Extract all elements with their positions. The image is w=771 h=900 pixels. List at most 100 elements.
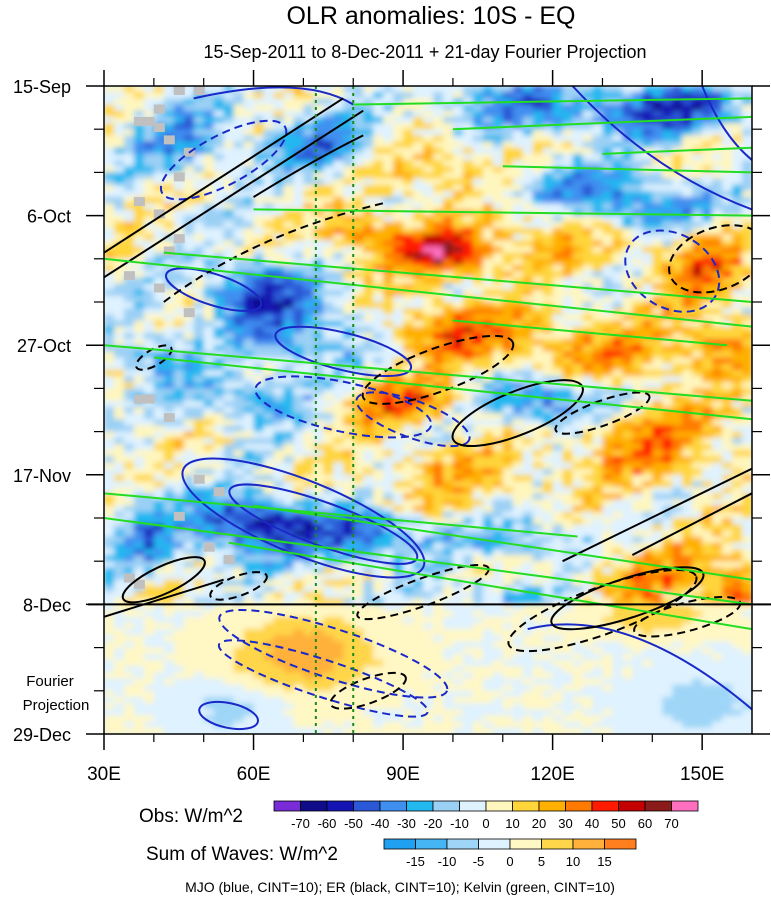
heat-cell: [742, 480, 752, 488]
heat-cell: [522, 314, 534, 322]
heat-cell: [173, 246, 185, 254]
heat-cell: [432, 110, 444, 118]
heat-cell: [423, 147, 434, 155]
heat-cell: [492, 443, 504, 451]
heat-cell: [193, 190, 205, 198]
heat-cell: [123, 147, 135, 155]
heat-cell: [592, 425, 604, 433]
heat-cell: [562, 369, 574, 377]
heat-cell: [552, 234, 564, 242]
heat-cell: [153, 511, 165, 519]
heat-cell: [123, 555, 135, 562]
heat-cell: [432, 184, 444, 192]
heat-cell: [452, 234, 464, 242]
heat-cell: [343, 314, 355, 322]
heat-cell: [442, 400, 454, 408]
heat-cell: [632, 376, 644, 384]
heat-cell: [313, 234, 325, 242]
heat-cell: [113, 283, 125, 291]
heat-cell: [712, 487, 723, 495]
heat-cell: [722, 209, 733, 217]
heat-cell: [363, 215, 374, 223]
heat-cell: [423, 203, 434, 211]
heat-cell: [193, 258, 205, 266]
heat-cell: [682, 493, 693, 501]
heat-cell: [183, 98, 195, 106]
heat-cell: [123, 363, 135, 371]
heat-cell: [582, 258, 594, 266]
heat-cell: [263, 419, 275, 427]
heat-cell: [143, 351, 155, 359]
heat-cell: [622, 326, 634, 334]
heat-cell: [373, 234, 384, 242]
heat-cell: [492, 104, 504, 112]
heat-cell: [393, 357, 404, 365]
heat-cell: [213, 505, 225, 513]
heat-cell: [413, 345, 424, 353]
heat-cell: [652, 258, 664, 266]
heat-cell: [472, 166, 484, 174]
heat-cell: [502, 413, 514, 421]
heat-cell: [113, 369, 125, 377]
heat-cell: [432, 135, 444, 143]
heat-cell: [413, 92, 424, 100]
heat-cell: [602, 172, 614, 180]
heat-cell: [173, 406, 185, 414]
heat-cell: [263, 518, 275, 525]
heat-cell: [223, 98, 235, 106]
heat-cell: [432, 104, 444, 112]
heat-cell: [632, 450, 644, 458]
heat-cell: [742, 178, 752, 186]
heat-cell: [343, 221, 355, 229]
heat-cell: [702, 326, 713, 334]
heat-cell: [512, 153, 524, 161]
heat-cell: [293, 110, 305, 118]
heat-cell: [203, 376, 215, 384]
heat-cell: [652, 209, 664, 217]
heat-cell: [542, 382, 554, 390]
heat-cell: [502, 190, 514, 198]
heat-cell: [123, 141, 135, 149]
heat-cell: [283, 388, 295, 396]
heat-cell: [532, 252, 544, 260]
heat-cell: [363, 160, 374, 168]
heat-cell: [153, 425, 165, 433]
heat-cell: [363, 524, 374, 532]
heat-cell: [263, 314, 275, 322]
heat-cell: [672, 369, 684, 377]
heat-cell: [602, 406, 614, 414]
heat-cell: [712, 203, 723, 211]
heat-cell: [732, 203, 743, 211]
heat-cell: [343, 480, 355, 488]
heat-cell: [393, 308, 404, 316]
heat-cell: [273, 462, 285, 470]
heat-cell: [482, 468, 494, 476]
heat-cell: [313, 524, 325, 532]
heat-cell: [552, 443, 564, 451]
heat-cell: [522, 419, 534, 427]
heat-cell: [133, 406, 145, 414]
heat-cell: [373, 505, 384, 513]
heat-cell: [383, 493, 394, 501]
heat-cell: [323, 382, 335, 390]
heat-cell: [104, 487, 115, 495]
heat-cell: [552, 221, 564, 229]
heat-cell: [263, 153, 275, 161]
heat-cell: [263, 264, 275, 272]
heat-cell: [722, 443, 733, 451]
heat-cell: [582, 283, 594, 291]
heat-cell: [323, 258, 335, 266]
heat-cell: [303, 536, 315, 544]
heat-cell: [482, 264, 494, 272]
heat-cell: [702, 98, 713, 106]
heat-cell: [612, 172, 624, 180]
heat-cell: [712, 406, 723, 414]
heat-cell: [452, 351, 464, 359]
heat-cell: [353, 431, 364, 439]
heat-cell: [143, 425, 155, 433]
heat-cell: [582, 363, 594, 371]
heat-cell: [343, 487, 355, 495]
heat-cell: [742, 536, 752, 544]
heat-cell: [732, 104, 743, 112]
heat-cell: [133, 431, 145, 439]
